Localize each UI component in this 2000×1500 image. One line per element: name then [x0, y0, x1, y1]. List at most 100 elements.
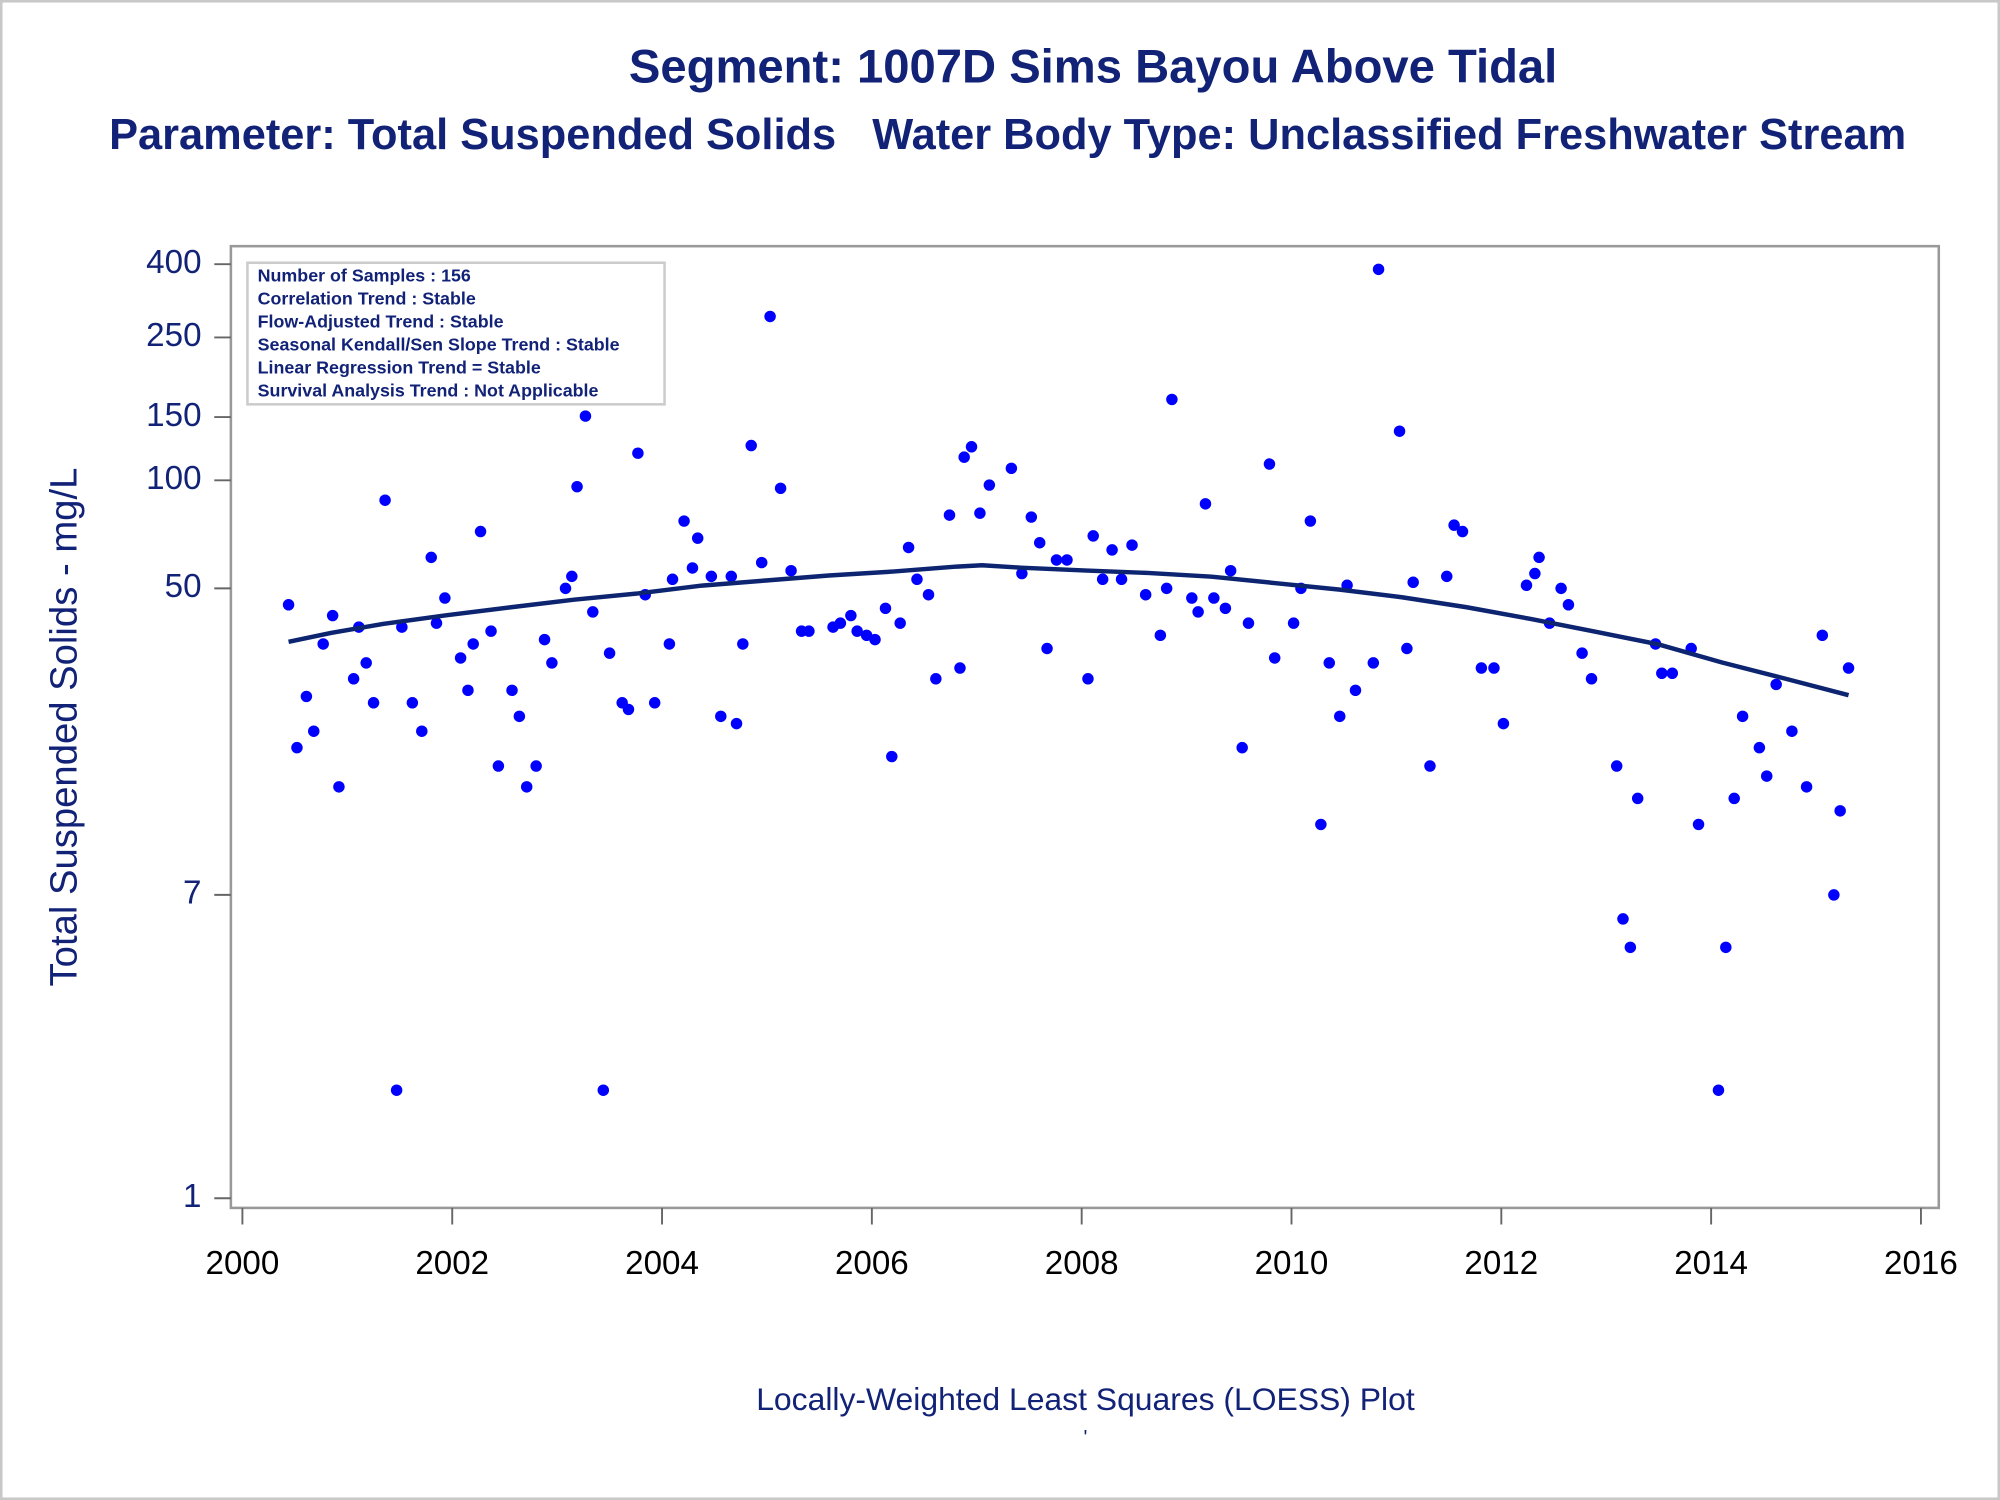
plot-frame: [229, 244, 1941, 1210]
data-point: [851, 625, 863, 637]
data-point: [1800, 781, 1813, 793]
data-point: [1160, 582, 1173, 595]
data-point: [678, 515, 690, 527]
y-tick-label: 1: [183, 1178, 201, 1215]
data-point: [1631, 792, 1644, 805]
data-point: [1268, 652, 1281, 664]
data-point: [1139, 588, 1152, 601]
data-point: [1166, 393, 1178, 406]
y-axis-label: Total Suspended Solids - mg/L: [42, 468, 85, 987]
data-point: [1005, 462, 1018, 475]
data-point: [416, 725, 428, 737]
x-tick-label: 2006: [835, 1245, 909, 1282]
data-point: [300, 690, 313, 703]
y-tick-label: 400: [146, 244, 201, 281]
data-point: [879, 602, 892, 615]
data-point: [737, 638, 749, 650]
data-point: [1441, 570, 1453, 583]
data-point: [1475, 662, 1488, 674]
inset-line: Linear Regression Trend = Stable: [258, 357, 541, 377]
data-point: [1424, 760, 1436, 772]
inset-line: Survival Analysis Trend : Not Applicable: [258, 380, 599, 400]
data-point: [1828, 889, 1840, 901]
data-point: [774, 482, 787, 495]
data-point: [1456, 525, 1469, 538]
data-point: [622, 703, 635, 716]
data-point: [1666, 667, 1679, 680]
data-point: [485, 625, 497, 637]
data-point: [1315, 818, 1327, 831]
data-point: [360, 657, 372, 669]
data-point: [1016, 567, 1028, 580]
data-point: [943, 509, 956, 521]
data-point: [725, 570, 738, 583]
data-point: [506, 684, 518, 697]
data-point: [954, 662, 966, 674]
data-point: [1786, 725, 1798, 737]
inset-line: Number of Samples : 156: [258, 266, 471, 286]
data-point: [1393, 425, 1406, 437]
data-point: [983, 479, 996, 491]
data-point: [1720, 941, 1732, 954]
data-point: [705, 570, 718, 583]
data-point: [406, 697, 419, 709]
data-point: [1834, 805, 1846, 817]
data-point: [1041, 642, 1053, 655]
data-point: [1842, 662, 1855, 674]
data-point: [755, 556, 768, 569]
data-point: [396, 621, 408, 633]
data-point: [579, 410, 592, 422]
data-point: [1555, 582, 1567, 595]
x-tick-label: 2012: [1464, 1245, 1538, 1282]
data-point: [911, 573, 923, 586]
data-point: [869, 633, 881, 646]
data-point: [333, 781, 345, 793]
data-point: [347, 673, 360, 685]
inset-line: Flow-Adjusted Trend : Stable: [258, 311, 504, 331]
data-point: [1576, 647, 1588, 659]
data-point: [648, 697, 661, 709]
x-tick-label: 2014: [1674, 1245, 1748, 1282]
footnote: Locally-Weighted Least Squares (LOESS) P…: [756, 1381, 1415, 1417]
data-point: [1367, 657, 1380, 669]
data-point: [1087, 530, 1099, 542]
data-point: [513, 710, 526, 723]
data-point: [834, 617, 847, 629]
data-point: [1242, 617, 1255, 629]
x-tick-label: 2008: [1045, 1245, 1119, 1282]
data-point: [1192, 606, 1204, 618]
data-point: [603, 647, 616, 659]
data-point: [390, 1084, 403, 1096]
data-point: [1585, 673, 1598, 685]
data-point: [1712, 1084, 1725, 1096]
chart-title: Segment: 1007D Sims Bayou Above Tidal: [629, 41, 1557, 94]
data-point: [845, 609, 857, 622]
inset-line: Correlation Trend : Stable: [258, 288, 476, 308]
data-point: [1199, 498, 1212, 510]
data-point: [1082, 673, 1094, 685]
data-point: [1529, 567, 1541, 580]
data-point: [663, 638, 676, 650]
stats-inset: [246, 261, 666, 406]
data-point: [1263, 458, 1276, 470]
data-point: [430, 617, 443, 629]
data-point: [1753, 741, 1766, 754]
data-point: [1401, 642, 1413, 655]
data-point: [1115, 573, 1128, 586]
data-point: [367, 697, 380, 709]
data-point: [1154, 629, 1167, 642]
x-tick-label: 2002: [415, 1245, 489, 1282]
data-point: [379, 494, 391, 506]
data-point: [894, 617, 906, 629]
data-point: [1126, 539, 1138, 551]
x-tick-label: 2004: [625, 1245, 699, 1282]
data-point: [1219, 602, 1232, 615]
data-point: [282, 599, 295, 611]
data-point: [1617, 913, 1629, 925]
data-point: [1816, 629, 1829, 642]
data-point: [974, 507, 986, 519]
data-point: [691, 532, 704, 544]
